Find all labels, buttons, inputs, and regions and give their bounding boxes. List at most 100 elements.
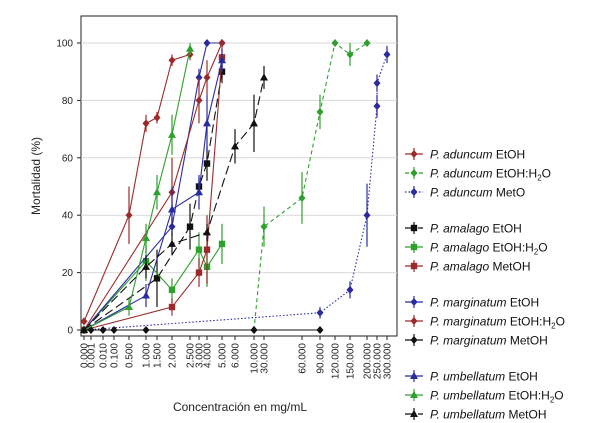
x-tick-label: 3.000 <box>195 343 206 368</box>
legend-item: P. amalago EtOH:H2O <box>405 241 548 257</box>
x-tick-label: 0.010 <box>99 343 110 368</box>
x-tick-label: 0.100 <box>110 343 121 368</box>
legend-item: P. marginatum MetOH <box>405 334 548 348</box>
legend-marker <box>410 262 418 270</box>
legend-marker <box>410 390 418 398</box>
data-point <box>260 73 268 81</box>
legend-label: P. aduncum MetO <box>430 186 525 200</box>
legend-species: P. umbellatum <box>430 408 505 422</box>
legend-marker <box>410 371 418 379</box>
data-point <box>142 233 150 242</box>
series-10 <box>80 43 194 333</box>
data-point <box>153 113 161 122</box>
x-tick-label: 1.000 <box>142 343 153 368</box>
data-point <box>203 73 211 82</box>
data-point <box>231 142 239 150</box>
legend-marker <box>410 336 418 344</box>
data-point <box>99 326 107 334</box>
legend-species: P. marginatum <box>430 315 506 329</box>
x-tick-label: 5.000 <box>218 343 229 368</box>
legend-label: P. umbellatum EtOH <box>430 370 538 384</box>
legend-subscript: 2 <box>550 396 555 405</box>
data-point <box>80 325 88 333</box>
legend-item: P. aduncum EtOH:H2O <box>405 167 551 183</box>
data-point <box>168 130 176 138</box>
series-0 <box>80 48 194 326</box>
legend-solvent-tail: O <box>538 241 547 255</box>
x-tick-label: 30.000 <box>260 343 271 374</box>
legend-label: P. amalago EtOH <box>430 222 522 236</box>
legend-marker <box>410 169 418 177</box>
data-point <box>218 240 226 248</box>
series-line <box>83 48 191 331</box>
legend-label: P. aduncum EtOH <box>430 148 525 162</box>
data-point <box>346 285 354 294</box>
legend-item: P. amalago EtOH <box>405 222 522 236</box>
data-point <box>87 326 95 334</box>
legend-species: P. umbellatum <box>430 389 505 403</box>
data-point <box>203 39 211 47</box>
x-tick-label: 6.000 <box>231 343 242 368</box>
data-point <box>195 96 203 105</box>
data-point <box>125 211 133 220</box>
data-point <box>186 223 194 230</box>
legend-marker <box>410 224 418 232</box>
legend-label: P. amalago EtOH:H2O <box>430 241 548 257</box>
x-tick-label: 250.000 <box>373 343 384 380</box>
data-point <box>195 188 203 196</box>
series-line <box>83 60 223 331</box>
legend-label: P. umbellatum EtOH:H2O <box>430 389 564 405</box>
data-point <box>316 308 324 317</box>
series-11 <box>80 65 268 333</box>
legend-item: P. aduncum EtOH <box>405 148 525 162</box>
data-point <box>203 119 211 127</box>
data-point <box>203 246 211 253</box>
y-tick-label: 60 <box>62 153 74 164</box>
legend-solvent: EtOH <box>493 222 522 236</box>
legend-item: P. amalago MetOH <box>405 260 531 274</box>
legend-item: P. marginatum EtOH:H2O <box>405 315 565 331</box>
data-point <box>153 275 161 282</box>
data-point <box>346 50 354 59</box>
data-point <box>316 107 324 116</box>
data-point <box>110 326 118 334</box>
legend-marker <box>410 409 418 417</box>
legend-subscript: 2 <box>534 248 539 257</box>
series-layer <box>80 39 391 334</box>
legend-species: P. amalago <box>430 222 489 236</box>
plot-area <box>80 15 398 337</box>
data-point <box>218 39 226 47</box>
y-tick-label: 40 <box>62 211 74 222</box>
legend-species: P. aduncum <box>430 167 493 181</box>
legend-label: P. marginatum EtOH <box>430 296 539 310</box>
data-point <box>363 211 371 220</box>
data-point <box>203 228 211 236</box>
x-tick-label: 2.500 <box>186 343 197 368</box>
y-tick-label: 100 <box>56 39 73 50</box>
x-tick-label: 4.000 <box>203 343 214 368</box>
legend-solvent: EtOH:H <box>510 315 551 329</box>
x-tick-label: 120.000 <box>331 343 342 380</box>
legend-species: P. marginatum <box>430 296 506 310</box>
data-point <box>168 56 176 65</box>
legend-solvent: EtOH:H <box>496 167 537 181</box>
data-point <box>168 303 176 311</box>
legend-solvent-tail: O <box>556 315 565 329</box>
data-point <box>250 119 258 127</box>
legend-label: P. marginatum EtOH:H2O <box>430 315 565 331</box>
data-point <box>203 160 211 167</box>
legend-marker <box>410 150 418 158</box>
series-9 <box>80 48 226 333</box>
y-tick-label: 0 <box>67 326 73 337</box>
legend-item: P. marginatum EtOH <box>405 296 539 310</box>
y-tick-label: 80 <box>62 96 74 107</box>
x-tick-label: 200.000 <box>363 343 374 380</box>
legend-solvent: EtOH <box>509 370 538 384</box>
legend-species: P. amalago <box>430 241 489 255</box>
legend-solvent: MetOH <box>493 260 531 274</box>
data-point <box>153 188 161 196</box>
data-point <box>186 44 194 52</box>
